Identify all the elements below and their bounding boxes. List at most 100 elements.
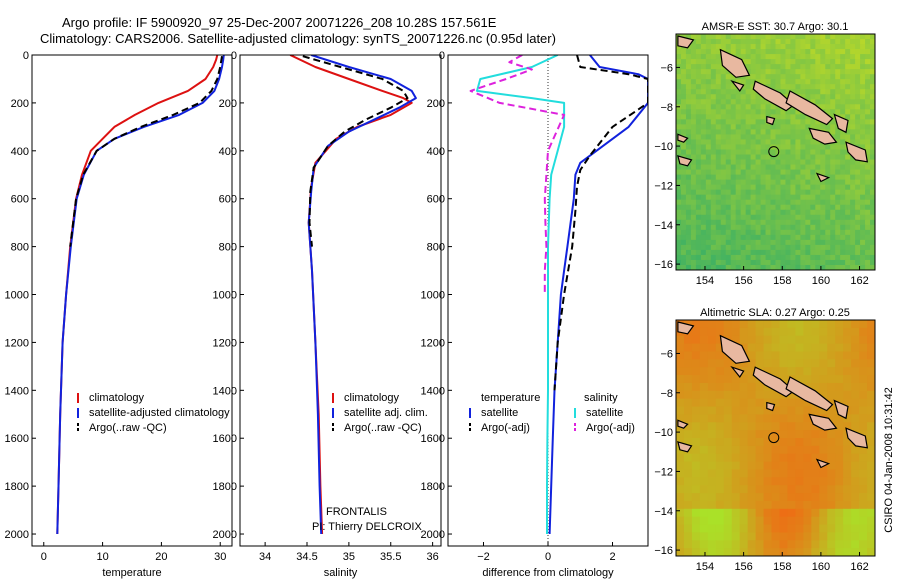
sst_map-cell	[676, 99, 682, 105]
sst-map-field	[676, 34, 875, 270]
sst_map-cell	[676, 49, 682, 55]
sst_map-cell	[705, 69, 712, 75]
sst_map-cell	[830, 154, 836, 161]
sla_map-cell	[699, 540, 709, 549]
sla_map-island-9	[677, 441, 693, 453]
sst_map-cell	[710, 149, 717, 156]
sst_map-cell	[795, 174, 801, 181]
sst_map-cell	[855, 79, 861, 85]
sla_map-cell	[851, 453, 860, 463]
sst_map-cell	[855, 89, 861, 95]
sla_map-cell	[859, 500, 868, 510]
sst_map-cell	[835, 44, 841, 50]
sst_map-cell	[750, 189, 757, 196]
sla_map-cell	[731, 548, 741, 556]
sla_map-cell	[763, 367, 773, 376]
sst_map-cell	[845, 259, 851, 266]
sst_map-cell	[845, 169, 851, 176]
sst_map-cell	[676, 159, 682, 166]
sla_map-cell	[779, 500, 789, 510]
sst_map-cell	[755, 229, 762, 236]
sst_map-cell	[700, 119, 707, 125]
sst_map-cell	[725, 94, 732, 100]
sla_map-cell	[811, 469, 820, 478]
sst_map-cell	[835, 144, 841, 151]
sst_map-cell	[690, 89, 697, 95]
sst_map-cell	[750, 89, 757, 95]
temperature-ytick-label-6: 1200	[5, 337, 29, 349]
sst_map-cell	[685, 254, 692, 261]
sst_map-cell	[865, 69, 871, 75]
sst_map-cell	[680, 104, 687, 110]
sst_map-cell	[855, 249, 861, 256]
sst_map-cell	[745, 169, 752, 176]
sst_map-cell	[720, 134, 727, 141]
sla_map-cell	[747, 524, 757, 533]
sst_map-cell	[830, 59, 836, 65]
sst_map-cell	[700, 39, 707, 45]
sla_map-cell	[699, 406, 709, 415]
sla_map-cell	[731, 430, 741, 439]
sst_map-cell	[770, 74, 777, 80]
sst_map-cell	[795, 194, 801, 201]
sla_map-cell	[707, 500, 717, 510]
sst_map-cell	[845, 69, 851, 75]
sst_map-cell	[695, 109, 702, 115]
sst_map-cell	[690, 69, 697, 75]
sst_map-cell	[730, 39, 737, 45]
sst_map-cell	[740, 164, 747, 171]
sst_map-cell	[695, 54, 702, 60]
sst_map-cell	[730, 129, 737, 136]
sst_map-cell	[805, 194, 811, 201]
sst_map-cell	[685, 219, 692, 226]
sla_map-cell	[683, 390, 693, 400]
sst_map-cell	[725, 149, 732, 156]
sla_map-cell	[811, 445, 820, 455]
sst_map-cell	[730, 124, 737, 130]
sst_map-cell	[745, 254, 752, 261]
sla_map-cell	[707, 540, 717, 549]
sla_map-cell	[771, 516, 781, 526]
sst_map-cell	[700, 49, 707, 55]
sst_map-cell	[820, 234, 826, 241]
sst_map-cell	[830, 259, 836, 266]
sla_map-cell	[715, 524, 725, 533]
sla_map-island-7	[766, 401, 776, 412]
sst_map-cell	[860, 79, 866, 85]
sst_map-cell	[795, 219, 801, 226]
sst_map-cell	[740, 124, 747, 130]
sst_map-cell	[790, 229, 796, 236]
sst_map-cell	[745, 149, 752, 156]
sst_map-cell	[765, 69, 772, 75]
temperature-ytick-label-0: 0	[23, 50, 29, 62]
sst_map-cell	[770, 139, 777, 146]
sst_map-cell	[845, 129, 851, 136]
sla_map-cell	[843, 359, 852, 368]
sst_map-cell	[750, 169, 757, 176]
sst_map-cell	[810, 64, 816, 70]
sla_map-cell	[683, 461, 693, 471]
sst_map-cell	[740, 224, 747, 231]
sla_map-cell	[676, 406, 685, 415]
sla_map-cell	[691, 343, 701, 353]
sla_map-cell	[803, 351, 812, 360]
sla_map-cell	[843, 493, 852, 502]
sst_map-cell	[705, 189, 712, 196]
pi-label: PI: Thierry DELCROIX	[312, 521, 422, 533]
sla_map-cell	[859, 327, 868, 337]
sla_map-cell	[683, 351, 693, 360]
sst_map-cell	[775, 224, 782, 231]
sla_map-island-0	[719, 334, 751, 364]
sst_map-cell	[805, 59, 811, 65]
sst_map-cell	[750, 119, 757, 125]
sst_map-cell	[750, 39, 757, 45]
sst_map-cell	[865, 179, 871, 186]
sla_map-cell	[795, 335, 804, 345]
sst_map-cell	[700, 79, 707, 85]
sst_map-cell	[855, 224, 861, 231]
sla_map-cell	[795, 414, 804, 423]
sst_map-cell	[805, 259, 811, 266]
sla_map-cell	[867, 375, 875, 384]
sla_map-cell	[779, 398, 789, 408]
sla_map-cell	[723, 406, 733, 415]
